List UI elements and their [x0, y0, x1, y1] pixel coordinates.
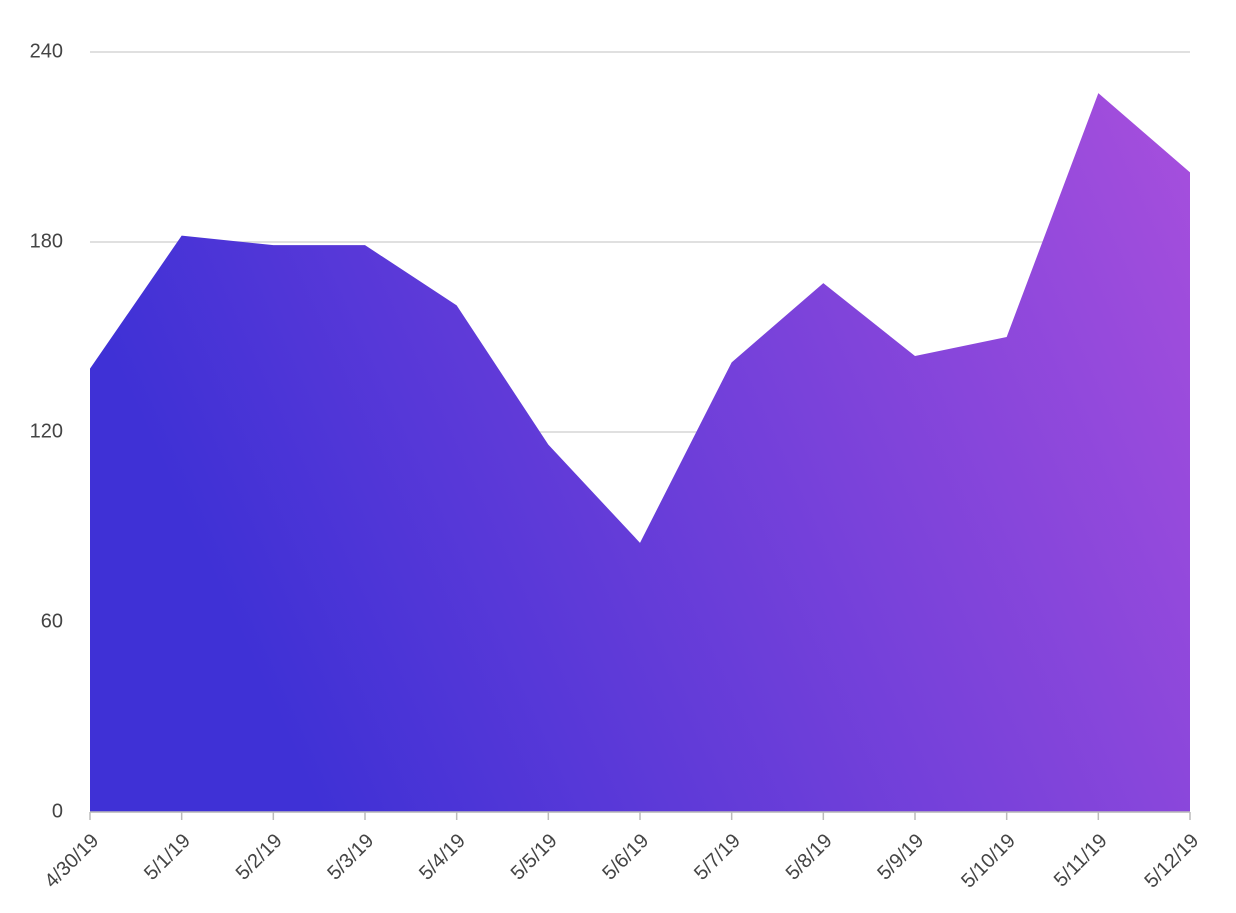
x-tick-label: 5/5/19 [507, 830, 562, 885]
x-tick-label: 5/7/19 [690, 830, 745, 885]
x-tick-label: 5/3/19 [323, 830, 378, 885]
y-tick-label: 0 [52, 800, 63, 822]
x-tick-label: 5/9/19 [873, 830, 928, 885]
y-tick-label: 60 [41, 610, 63, 632]
y-tick-label: 180 [30, 230, 63, 252]
area [90, 93, 1190, 812]
y-tick-label: 120 [30, 420, 63, 442]
x-tick-label: 5/1/19 [140, 830, 195, 885]
x-tick-label: 4/30/19 [41, 830, 104, 893]
x-tick-label: 5/6/19 [598, 830, 653, 885]
marks [90, 93, 1190, 812]
x-tick-label: 5/4/19 [415, 830, 470, 885]
x-tick-label: 5/11/19 [1050, 830, 1112, 892]
y-tick-label: 240 [30, 40, 63, 62]
x-tick-label: 5/8/19 [782, 830, 837, 885]
x-tick-label: 5/10/19 [957, 830, 1020, 893]
x-tick-label: 5/12/19 [1141, 830, 1204, 893]
x-tick-label: 5/2/19 [232, 830, 287, 885]
